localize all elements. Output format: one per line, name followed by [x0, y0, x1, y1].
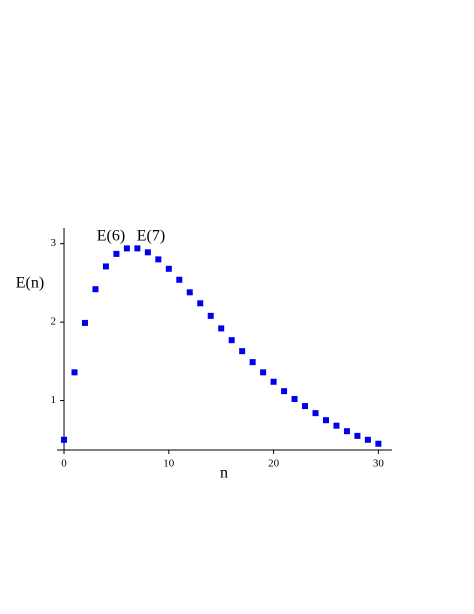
x-tick-label: 20 [268, 458, 280, 470]
data-point [155, 256, 162, 263]
data-point [165, 265, 172, 272]
data-point [92, 286, 99, 293]
data-point [249, 359, 256, 366]
data-point [239, 348, 246, 355]
annotation: E(7) [137, 228, 165, 245]
data-point [113, 250, 120, 257]
x-tick-label: 30 [373, 458, 385, 470]
data-point [281, 388, 288, 395]
data-point [207, 312, 214, 319]
data-point [176, 276, 183, 283]
data-point [312, 410, 319, 417]
data-point [228, 337, 235, 344]
data-point [270, 378, 277, 385]
y-tick-label: 1 [51, 394, 57, 406]
y-tick-label: 3 [51, 237, 57, 249]
data-point [218, 325, 225, 332]
data-point [364, 436, 371, 443]
data-point [302, 403, 309, 410]
data-point [61, 436, 68, 443]
data-point [354, 432, 361, 439]
data-point [102, 263, 109, 270]
annotation: E(6) [97, 228, 125, 245]
data-point [322, 417, 329, 424]
x-axis-label: n [220, 465, 228, 482]
data-point [291, 396, 298, 403]
data-point [71, 369, 78, 376]
data-point [333, 422, 340, 429]
data-point [375, 440, 382, 447]
data-point [343, 428, 350, 435]
data-point [123, 245, 130, 252]
data-point [134, 245, 141, 252]
data-point [186, 289, 193, 296]
x-tick-label: 0 [61, 458, 67, 470]
data-point [197, 300, 204, 307]
y-axis-label: E(n) [16, 275, 44, 292]
x-tick-label: 10 [163, 458, 175, 470]
data-point [144, 249, 151, 256]
data-point [260, 369, 267, 376]
data-point [81, 319, 88, 326]
y-tick-label: 2 [51, 316, 57, 328]
